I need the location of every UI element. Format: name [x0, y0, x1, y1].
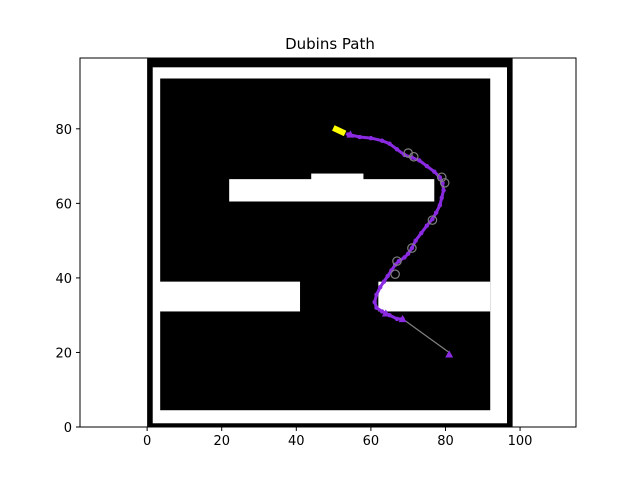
- path-sample-point: [368, 135, 374, 141]
- x-tick-label: 0: [143, 434, 151, 449]
- x-tick-label: 40: [288, 434, 305, 449]
- path-sample-point: [396, 258, 402, 264]
- y-tick-label: 40: [55, 272, 72, 287]
- x-tick-label: 20: [213, 434, 230, 449]
- waypoint-circle-marker: [390, 269, 400, 279]
- path-sample-point: [378, 285, 383, 290]
- path-sample-point: [409, 245, 415, 251]
- straight-segment-line: [402, 318, 450, 354]
- path-sample-point: [379, 309, 385, 314]
- y-tick-label: 80: [55, 123, 72, 138]
- path-layer: [335, 128, 450, 354]
- path-sample-point: [379, 138, 385, 143]
- y-tick-label: 20: [55, 346, 72, 361]
- path-sample-point: [385, 273, 390, 279]
- path-sample-point: [437, 203, 443, 208]
- path-sample-point: [381, 279, 387, 284]
- chart-title: Dubins Path: [285, 35, 375, 53]
- vehicle-layer: [330, 123, 348, 138]
- path-sample-point: [424, 223, 430, 228]
- path-sample-point: [419, 230, 424, 236]
- path-sample-point: [430, 216, 435, 222]
- map-layer: [147, 58, 513, 427]
- obstacle-lower-right-bar: [378, 281, 491, 312]
- path-sample-point: [433, 210, 439, 215]
- waypoint-triangle-marker: [381, 309, 390, 317]
- path-sample-point: [402, 255, 407, 260]
- y-axis: 0 20 40 60 80: [55, 123, 80, 436]
- marker-layer: [346, 130, 454, 358]
- path-sample-point: [441, 188, 446, 193]
- waypoint-circle-marker: [392, 256, 402, 266]
- waypoint-circle-marker: [436, 172, 447, 183]
- waypoint-triangle-marker: [445, 350, 454, 358]
- path-sample-point: [432, 169, 437, 174]
- path-sample-point: [424, 163, 430, 169]
- waypoint-circle-marker: [439, 178, 450, 188]
- path-sample-point: [374, 305, 379, 310]
- y-tick-label: 0: [64, 421, 72, 436]
- path-sample-point: [374, 292, 379, 297]
- x-tick-label: 100: [508, 434, 533, 449]
- path-sample-point: [437, 175, 443, 180]
- path-sample-point: [394, 316, 400, 322]
- x-tick-label: 60: [363, 434, 380, 449]
- axes-frame: [79, 57, 577, 428]
- y-tick-label: 60: [55, 197, 72, 212]
- path-sample-point: [405, 251, 411, 256]
- waypoint-circle-marker: [427, 215, 438, 225]
- path-sample-point: [357, 134, 362, 140]
- obstacle-lower-left-bar: [158, 281, 301, 312]
- plot-area: [79, 57, 577, 428]
- obstacle-middle-bar: [229, 179, 435, 202]
- waypoint-circle-marker: [407, 243, 417, 253]
- path-sample-point: [439, 195, 444, 200]
- path-sample-point: [417, 158, 422, 163]
- obstacle-middle-bar-bump: [311, 173, 364, 181]
- path-sample-point: [372, 299, 377, 305]
- waypoint-triangle-marker: [346, 130, 355, 138]
- waypoint-circle-marker: [408, 151, 419, 162]
- map-interior: [160, 78, 491, 411]
- vehicle-marker: [330, 123, 348, 138]
- path-sample-point: [389, 268, 394, 273]
- path-sample-point: [394, 147, 400, 152]
- waypoint-triangle-marker: [398, 314, 407, 323]
- x-axis: 0 20 40 60 80 100: [143, 427, 532, 449]
- path-sample-point: [413, 238, 418, 243]
- path-sample-point: [387, 141, 392, 146]
- x-tick-label: 80: [437, 434, 454, 449]
